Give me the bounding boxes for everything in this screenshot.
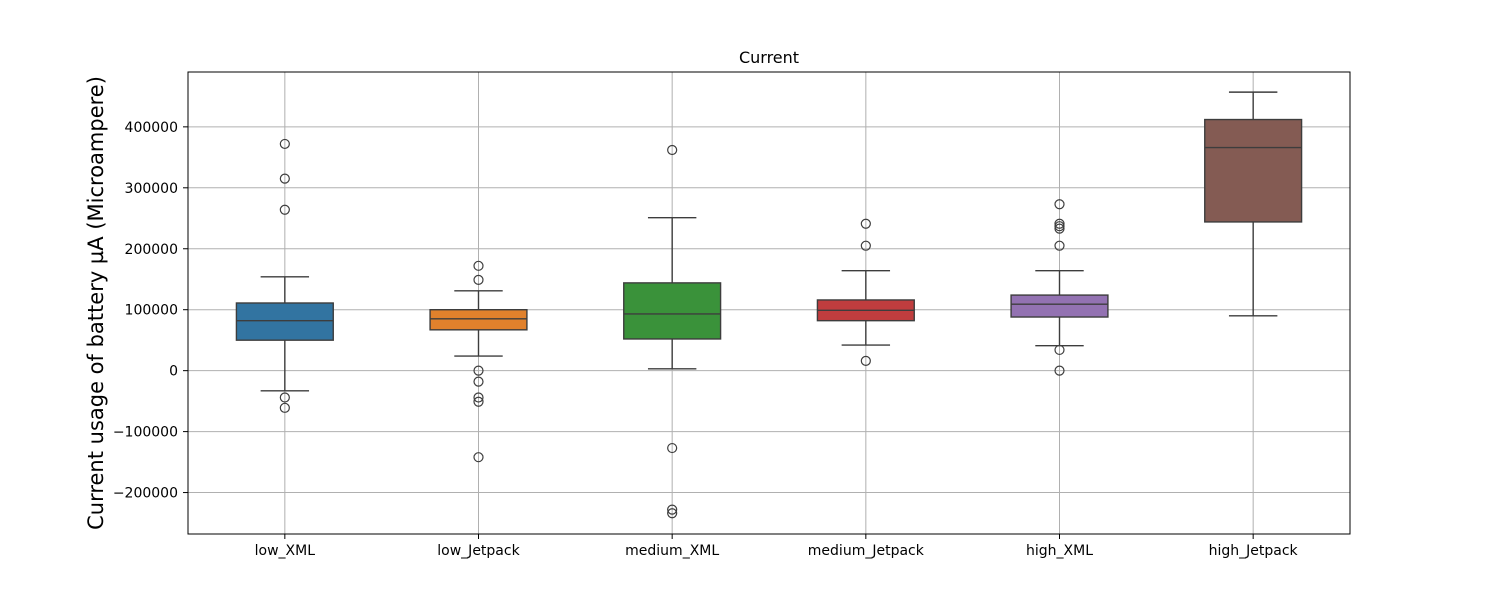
y-tick-label: −200000 xyxy=(113,486,178,502)
box-layer xyxy=(235,91,1303,519)
iqr-box xyxy=(429,309,528,331)
outlier-point xyxy=(1054,221,1065,232)
y-tick-label: 0 xyxy=(169,364,178,380)
outlier-point xyxy=(860,240,871,251)
outlier-point xyxy=(667,504,678,515)
outlier-point xyxy=(667,442,678,454)
outlier-point xyxy=(279,204,290,215)
x-tick-label: high_Jetpack xyxy=(1209,543,1299,559)
outlier-point xyxy=(279,173,290,184)
outlier-point xyxy=(1054,223,1065,234)
tick-layer: −200000 −100000 0 100000 200000 300000 400000 l… xyxy=(113,120,1299,559)
outlier-point xyxy=(279,402,290,413)
outlier-point xyxy=(473,274,484,285)
iqr-box xyxy=(1010,294,1109,318)
box-group-medium_Jetpack xyxy=(816,218,915,367)
y-tick-label: 400000 xyxy=(125,120,178,136)
y-tick-label: 200000 xyxy=(125,242,178,258)
x-tick-label: low_XML xyxy=(255,543,316,559)
y-tick-label: 300000 xyxy=(125,181,178,197)
x-tick-label: low_Jetpack xyxy=(437,543,520,559)
y-tick-label: 100000 xyxy=(125,303,178,319)
outlier-point xyxy=(473,392,484,403)
outlier-point xyxy=(1054,218,1065,229)
x-tick-label: medium_Jetpack xyxy=(808,543,925,559)
y-axis-label: Current usage of battery µA (Microampere… xyxy=(84,76,108,530)
y-tick-label: −100000 xyxy=(113,425,178,441)
iqr-box xyxy=(235,302,334,341)
box-group-medium_XML xyxy=(623,144,722,519)
outlier-point xyxy=(473,396,484,407)
outlier-point xyxy=(667,144,678,156)
outlier-point xyxy=(279,138,290,150)
chart-title: Current xyxy=(739,48,799,67)
iqr-box xyxy=(1204,118,1303,223)
box-group-high_XML xyxy=(1010,199,1109,376)
outlier-point xyxy=(473,376,484,387)
outlier-point xyxy=(473,452,484,463)
box-group-low_Jetpack xyxy=(429,260,528,463)
outlier-point xyxy=(473,260,484,271)
outlier-point xyxy=(473,365,484,376)
outlier-point xyxy=(860,355,871,367)
box-group-high_Jetpack xyxy=(1204,91,1303,317)
outlier-point xyxy=(1054,199,1065,210)
outlier-point xyxy=(1054,240,1065,251)
outlier-point xyxy=(860,218,871,229)
x-tick-label: medium_XML xyxy=(625,543,719,559)
x-tick-label: high_XML xyxy=(1026,543,1093,559)
grid-layer xyxy=(188,72,1350,534)
outlier-point xyxy=(667,508,678,519)
outlier-point xyxy=(1054,365,1065,376)
outlier-point xyxy=(1054,344,1065,356)
iqr-box xyxy=(623,282,722,340)
outlier-point xyxy=(279,392,290,403)
box-group-low_XML xyxy=(235,138,334,413)
plot-frame xyxy=(187,71,1351,535)
